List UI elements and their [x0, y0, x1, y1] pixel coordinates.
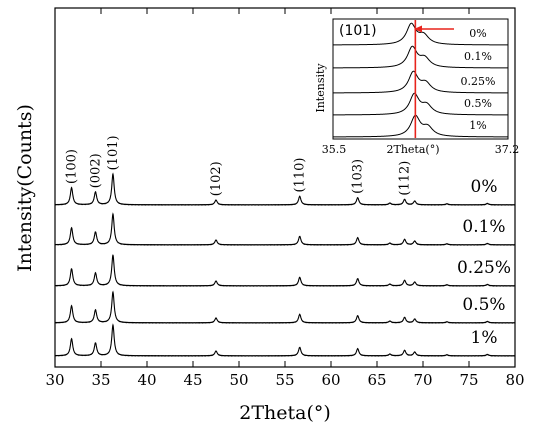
main-x-tick-label-9: 75 — [459, 371, 478, 389]
peak-label-4: (110) — [293, 158, 308, 193]
main-series-line-1 — [54, 212, 516, 246]
main-series-line-2 — [54, 254, 516, 287]
peak-label-1: (002) — [89, 153, 104, 188]
inset-y-axis-title: Intensity — [314, 63, 327, 113]
main-x-tick-label-10: 80 — [505, 371, 524, 389]
main-x-axis-title: 2Theta(°) — [239, 402, 331, 424]
main-series-label-2: 0.25% — [457, 258, 511, 278]
inset-x-tick-min: 35.5 — [322, 143, 347, 156]
main-series-label-group: 0% 0.1% 0.25% 0.5% 1% — [457, 177, 511, 348]
main-y-axis-title: Intensity(Counts) — [14, 104, 36, 272]
inset-series-label-4: 1% — [469, 119, 486, 132]
main-x-tick-label-5: 55 — [275, 371, 294, 389]
inset-frame — [332, 18, 509, 140]
main-series-group — [54, 172, 516, 357]
inset-series-line-3 — [333, 92, 509, 116]
main-x-tick-label-2: 40 — [137, 371, 156, 389]
peak-label-0: (100) — [65, 149, 80, 184]
inset-series-line-0 — [333, 22, 508, 46]
inset-series-line-4 — [333, 114, 508, 138]
main-x-tick-group: 30 35 40 45 50 55 60 65 70 75 80 — [45, 8, 525, 389]
inset-series-line-1 — [333, 45, 508, 69]
main-series-label-3: 0.5% — [462, 295, 505, 315]
inset-series-label-group: 0% 0.1% 0.25% 0.5% 1% — [461, 27, 496, 132]
peak-label-5: (103) — [351, 159, 366, 194]
inset-series-group — [333, 22, 509, 138]
inset-series-line-2 — [333, 70, 508, 94]
peak-label-3: (102) — [209, 161, 224, 196]
main-chart: 0%0.1%0.25%0.5%1% (100) (002)(101)(102) (1… — [14, 7, 525, 424]
main-x-tick-label-7: 65 — [367, 371, 386, 389]
main-series-line-0 — [54, 172, 516, 206]
main-x-tick-label-3: 45 — [183, 371, 202, 389]
peak-label-group: (100) (002)(101) (102) (110) (103) (112) — [65, 135, 413, 196]
main-series-line-3 — [54, 290, 516, 324]
inset-chart: 0% 0.1% 0.25% 0.5% 1% (101) Intensity 35.5 3… — [314, 18, 520, 156]
inset-arrow-head — [414, 25, 422, 33]
main-series-line-4 — [54, 323, 516, 357]
inset-x-tick-max: 37.2 — [495, 143, 520, 156]
main-series-label-0: 0% — [471, 177, 498, 197]
inset-x-axis-title: 2Theta(°) — [387, 143, 440, 156]
main-x-tick-label-1: 35 — [91, 371, 110, 389]
main-x-tick-label-6: 60 — [321, 371, 340, 389]
main-series-label-4: 1% — [471, 328, 498, 348]
peak-label-6: (112) — [398, 161, 413, 196]
inset-series-label-3: 0.5% — [464, 97, 492, 110]
inset-arrow — [414, 25, 454, 33]
main-x-tick-label-8: 70 — [413, 371, 432, 389]
main-x-tick-label-0: 30 — [45, 371, 64, 389]
main-series-label-1: 0.1% — [462, 217, 505, 237]
inset-series-label-1: 0.1% — [464, 50, 492, 63]
inset-title: (101) — [339, 23, 377, 39]
inset-series-label-0: 0% — [469, 27, 486, 40]
inset-series-label-2: 0.25% — [461, 75, 496, 88]
main-x-tick-label-4: 50 — [229, 371, 248, 389]
peak-label-2: (101) — [106, 135, 121, 170]
